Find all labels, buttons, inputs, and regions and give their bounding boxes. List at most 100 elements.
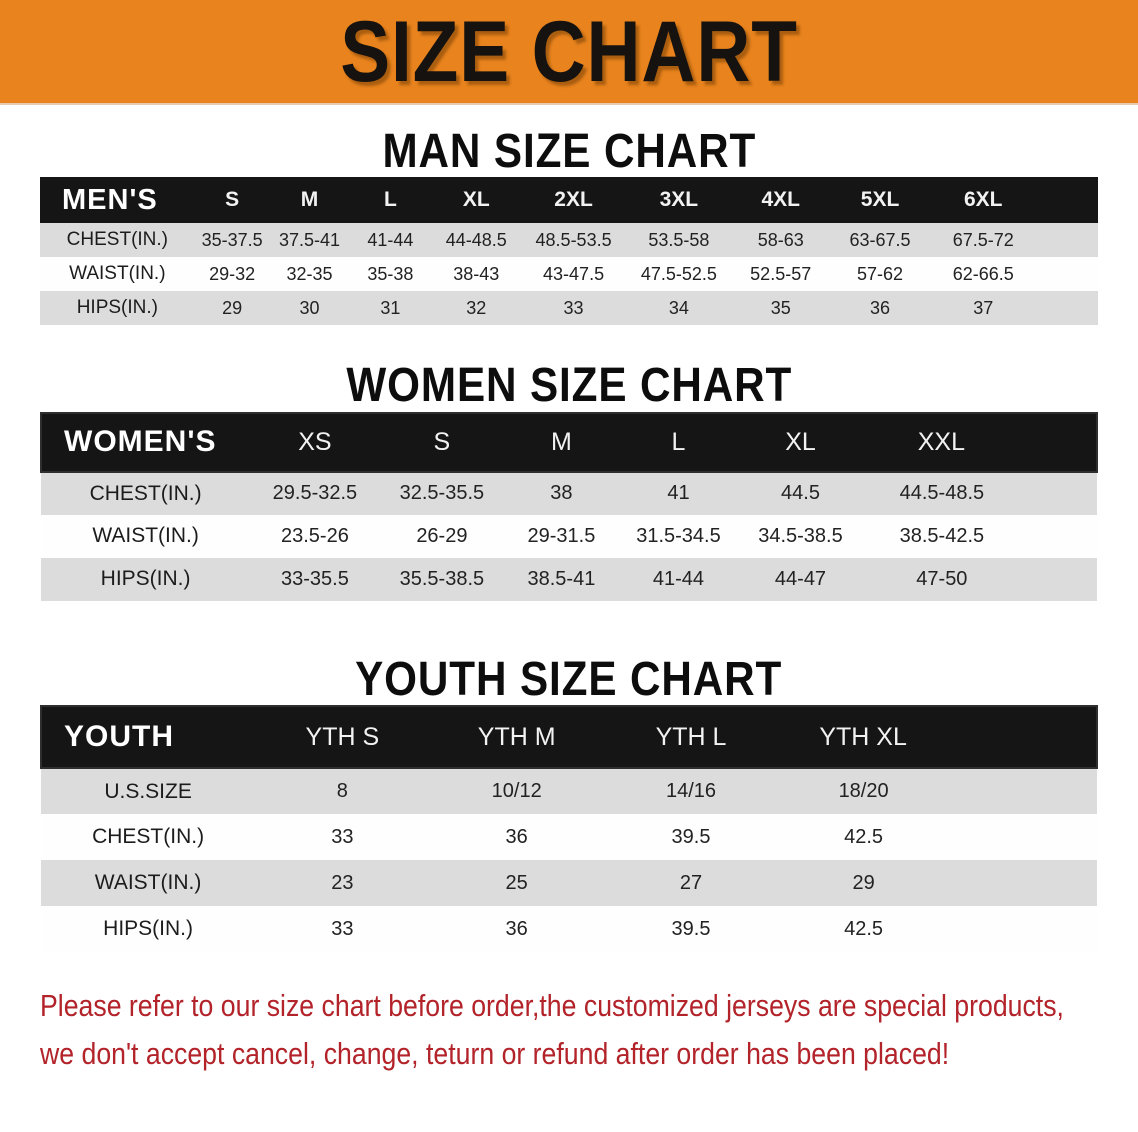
men-size-col-s: S — [225, 188, 240, 212]
row-label-cell: HIPS(IN.) — [103, 917, 193, 941]
value-cell: 36 — [505, 917, 528, 940]
youth-size-col-l: YTH L — [655, 722, 727, 751]
row-label-cell: WAIST(IN.) — [69, 263, 166, 285]
men-size-col-2xl: 2XL — [554, 188, 593, 212]
value-cell: 41-44 — [367, 229, 414, 250]
women-hips-row: HIPS(IN.) 33-35.5 35.5-38.5 38.5-41 41-4… — [41, 557, 1097, 601]
value-cell: 23.5-26 — [280, 524, 349, 547]
value-cell: 35-38 — [367, 263, 414, 284]
women-table-corner-label: WOMEN'S — [64, 425, 217, 459]
footer-note-line-1: Please refer to our size chart before or… — [40, 988, 1064, 1024]
value-cell: 29.5-32.5 — [272, 482, 358, 505]
youth-size-col-m: YTH M — [477, 722, 556, 751]
value-cell: 36 — [505, 825, 528, 848]
men-size-col-l: L — [383, 188, 397, 212]
women-size-col-xs: XS — [298, 427, 332, 456]
value-cell: 63-67.5 — [849, 229, 911, 250]
youth-section-title: YOUTH SIZE CHART — [0, 654, 1138, 705]
women-chest-row: CHEST(IN.) 29.5-32.5 32.5-35.5 38 41 44.… — [41, 471, 1097, 515]
value-cell: 33 — [331, 825, 354, 848]
value-cell: 10/12 — [491, 780, 542, 803]
value-cell: 44.5-48.5 — [899, 482, 985, 505]
value-cell: 32.5-35.5 — [399, 482, 485, 505]
men-chest-row: CHEST(IN.) 35-37.5 37.5-41 41-44 44-48.5… — [40, 223, 1098, 258]
value-cell: 48.5-53.5 — [535, 229, 612, 250]
women-size-col-m: M — [551, 427, 572, 456]
youth-table-header-row: YOUTH YTH S YTH M YTH L YTH XL — [41, 706, 1097, 769]
value-cell: 33 — [563, 297, 584, 318]
footer-note: Please refer to our size chart before or… — [40, 982, 1138, 1078]
row-label-cell: WAIST(IN.) — [92, 524, 199, 548]
value-cell: 44-47 — [774, 567, 827, 590]
value-cell: 33-35.5 — [280, 567, 349, 590]
value-cell: 47-50 — [916, 567, 968, 590]
value-cell: 36 — [870, 297, 891, 318]
value-cell: 38.5-41 — [527, 567, 596, 590]
women-table-header-row: WOMEN'S XS S M L XL XXL — [41, 412, 1097, 472]
value-cell: 34 — [668, 297, 689, 318]
value-cell: 32 — [466, 297, 487, 318]
value-cell: 42.5 — [844, 917, 884, 940]
youth-ussize-row: U.S.SIZE 8 10/12 14/16 18/20 — [41, 768, 1097, 815]
value-cell: 31 — [380, 297, 401, 318]
value-cell: 14/16 — [665, 780, 717, 803]
youth-waist-row: WAIST(IN.) 23 25 27 29 — [41, 860, 1097, 907]
women-size-col-l: L — [671, 427, 686, 456]
men-section-title: MAN SIZE CHART — [0, 126, 1138, 177]
value-cell: 47.5-52.5 — [640, 263, 717, 284]
value-cell: 31.5-34.5 — [636, 524, 721, 547]
men-table-header-row: MEN'S S M L XL 2XL 3XL 4XL 5XL 6XL — [40, 177, 1098, 224]
row-label-cell: U.S.SIZE — [104, 779, 192, 803]
men-size-col-xl: XL — [462, 188, 490, 212]
row-label-cell: HIPS(IN.) — [76, 297, 158, 319]
value-cell: 41-44 — [652, 567, 705, 590]
women-size-col-xl: XL — [785, 427, 816, 456]
youth-size-table: YOUTH YTH S YTH M YTH L YTH XL U.S.SIZE … — [40, 705, 1098, 953]
value-cell: 35 — [770, 297, 791, 318]
men-size-col-6xl: 6XL — [963, 188, 1003, 212]
value-cell: 27 — [679, 871, 703, 894]
value-cell: 34.5-38.5 — [758, 524, 843, 547]
men-hips-row: HIPS(IN.) 29 30 31 32 33 34 35 36 37 — [40, 291, 1098, 326]
youth-hips-row: HIPS(IN.) 33 36 39.5 42.5 — [41, 906, 1097, 953]
women-size-col-xxl: XXL — [917, 427, 965, 456]
youth-size-col-xl: YTH XL — [819, 722, 907, 751]
youth-size-col-s: YTH S — [305, 722, 380, 751]
value-cell: 43-47.5 — [543, 263, 605, 284]
row-label-cell: CHEST(IN.) — [92, 825, 205, 849]
row-label-cell: CHEST(IN.) — [66, 229, 168, 251]
value-cell: 39.5 — [671, 825, 711, 848]
row-label-cell: CHEST(IN.) — [89, 481, 202, 505]
value-cell: 57-62 — [857, 263, 904, 284]
men-waist-row: WAIST(IN.) 29-32 32-35 35-38 38-43 43-47… — [40, 257, 1098, 292]
value-cell: 29-31.5 — [527, 524, 596, 547]
women-section-title: WOMEN SIZE CHART — [0, 360, 1138, 411]
men-size-col-4xl: 4XL — [761, 188, 800, 212]
value-cell: 62-66.5 — [952, 263, 1014, 284]
youth-chest-row: CHEST(IN.) 33 36 39.5 42.5 — [41, 814, 1097, 861]
value-cell: 44.5 — [781, 482, 820, 505]
men-size-col-5xl: 5XL — [860, 188, 900, 212]
value-cell: 33 — [331, 917, 354, 940]
value-cell: 38-43 — [453, 263, 500, 284]
value-cell: 37 — [973, 297, 994, 318]
value-cell: 25 — [505, 871, 528, 894]
value-cell: 42.5 — [844, 825, 884, 848]
value-cell: 38 — [550, 482, 573, 505]
value-cell: 37.5-41 — [278, 229, 341, 250]
value-cell: 38.5-42.5 — [899, 524, 985, 547]
value-cell: 53.5-58 — [648, 229, 710, 250]
value-cell: 8 — [336, 780, 348, 803]
value-cell: 35.5-38.5 — [399, 567, 485, 590]
value-cell: 52.5-57 — [750, 263, 812, 284]
women-size-table: WOMEN'S XS S M L XL XXL CHEST(IN.) 29.5-… — [40, 412, 1098, 601]
men-size-col-3xl: 3XL — [659, 188, 699, 212]
value-cell: 29 — [222, 297, 243, 318]
value-cell: 29-32 — [209, 263, 256, 284]
row-label-cell: WAIST(IN.) — [94, 871, 202, 895]
men-size-table: MEN'S S M L XL 2XL 3XL 4XL 5XL 6XL CHEST… — [40, 177, 1098, 326]
value-cell: 32-35 — [286, 263, 333, 284]
value-cell: 41 — [667, 482, 690, 505]
value-cell: 30 — [299, 297, 320, 318]
men-table-corner-label: MEN'S — [62, 183, 158, 216]
